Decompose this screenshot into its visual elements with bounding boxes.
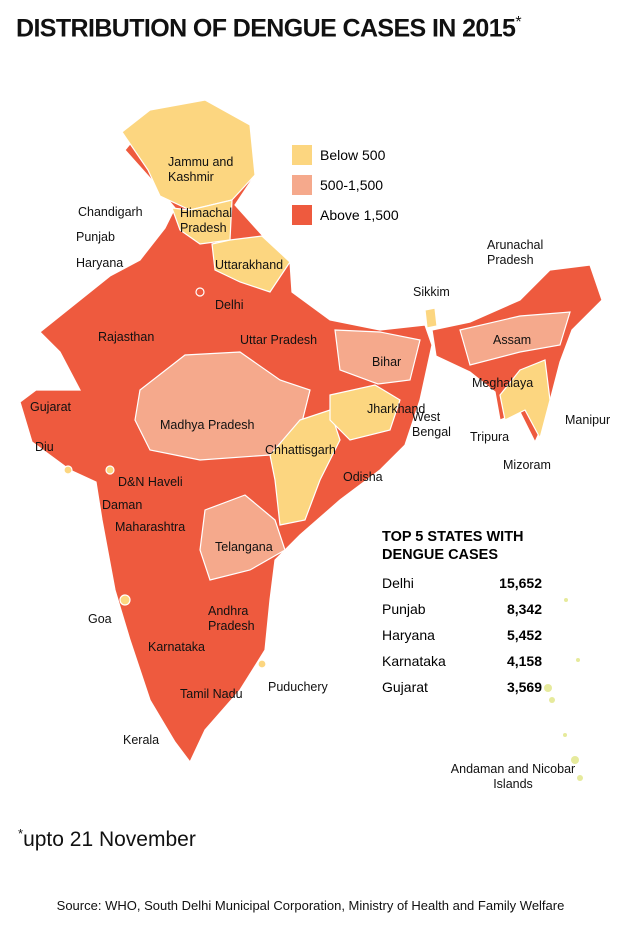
legend-swatch [292,145,312,165]
region-label: Andhra Pradesh [208,604,255,633]
case-count: 4,158 [506,653,542,669]
region-label: Bihar [372,355,402,369]
legend-swatch [292,205,312,225]
region-label: West Bengal [412,410,451,439]
region-label: Delhi [215,298,244,312]
case-count: 3,569 [506,679,542,695]
legend-label: Below 500 [320,147,386,163]
legend-item: 500-1,500 [292,170,399,200]
assam [459,311,571,366]
region-label: Odisha [343,470,383,484]
region-label: Meghalaya [472,376,534,390]
islands [544,598,583,781]
island [563,733,567,737]
legend-label: Above 1,500 [320,207,399,223]
island [576,658,580,662]
island [549,697,555,703]
table-row: Gujarat 3,569 [382,674,542,700]
region-label: Manipur [565,413,611,427]
case-count: 15,652 [499,575,542,591]
region-label: Uttarakhand [215,258,284,272]
region-label: Chhattisgarh [265,443,336,457]
bihar [334,329,421,385]
region-label: Uttar Pradesh [240,333,318,347]
region-label: Gujarat [30,400,71,414]
region-label: Daman [102,498,143,512]
table-row: Delhi 15,652 [382,570,542,596]
region-label: Assam [493,333,532,347]
region-label: Tripura [470,430,510,444]
region-label: Sikkim [413,285,450,299]
title: DISTRIBUTION OF DENGUE CASES IN 2015* [16,14,522,43]
legend-swatch [292,175,312,195]
region-label: Madhya Pradesh [160,418,255,432]
footnote-mark: * [18,826,24,841]
india-map [19,99,603,781]
map-shapes [19,99,603,764]
legend-item: Below 500 [292,140,399,170]
region-label: Haryana [76,256,124,270]
table-title: TOP 5 STATES WITH DENGUE CASES [382,529,524,563]
region-label: Chandigarh [78,205,143,219]
case-count: 5,452 [506,627,542,643]
region-label: Tamil Nadu [180,687,243,701]
legend-item: Above 1,500 [292,200,399,230]
sikkim [424,307,438,329]
state-name: Gujarat [382,679,428,695]
region-label: D&N Haveli [118,475,183,489]
uttarakhand [211,235,291,293]
footnote-text: upto 21 November [23,828,196,851]
goa [119,594,131,606]
region-label: Himachal Pradesh [180,206,233,235]
region-label: Arunachal Pradesh [487,238,544,267]
puduchery [257,659,267,669]
jharkhand [329,384,401,441]
island [571,756,579,764]
island [544,684,552,692]
state-name: Delhi [382,575,414,591]
case-count: 8,342 [506,601,542,617]
legend: Below 500 500-1,500 Above 1,500 [292,140,399,230]
region-label: Kerala [123,733,160,747]
state-name: Haryana [382,627,435,643]
state-name: Punjab [382,601,426,617]
northeast [431,264,603,444]
region-label: Andaman and Nicobar Islands [450,762,576,791]
top-states-table: TOP 5 STATES WITH DENGUE CASES Delhi 15,6… [382,528,542,700]
region-label: Telangana [215,540,273,554]
table-row: Karnataka 4,158 [382,648,542,674]
daman [105,465,115,475]
region-label: Rajasthan [98,330,155,344]
region-label: Jharkhand [367,402,426,416]
telangana [199,494,286,581]
region-label: Punjab [76,230,115,244]
title-mark: * [515,14,521,31]
table-row: Punjab 8,342 [382,596,542,622]
region-label: Maharashtra [115,520,186,534]
table-row: Haryana 5,452 [382,622,542,648]
region-label: Diu [35,440,54,454]
manipur-tripura-mizoram [499,359,551,440]
source: Source: WHO, South Delhi Municipal Corpo… [56,898,565,913]
region-label: Jammu and Kashmir [168,155,234,184]
legend-label: 500-1,500 [320,177,384,193]
island [564,598,568,602]
island [577,775,583,781]
region-label: Karnataka [148,640,205,654]
region-label: Mizoram [503,458,551,472]
jammu-kashmir [121,99,256,211]
region-label: Goa [88,612,112,626]
state-name: Karnataka [382,653,446,669]
region-label: Puduchery [268,680,328,694]
delhi [195,287,205,297]
diu [63,465,73,475]
title-text: DISTRIBUTION OF DENGUE CASES IN 2015 [16,14,516,43]
footnote: *upto 21 November [18,826,196,852]
